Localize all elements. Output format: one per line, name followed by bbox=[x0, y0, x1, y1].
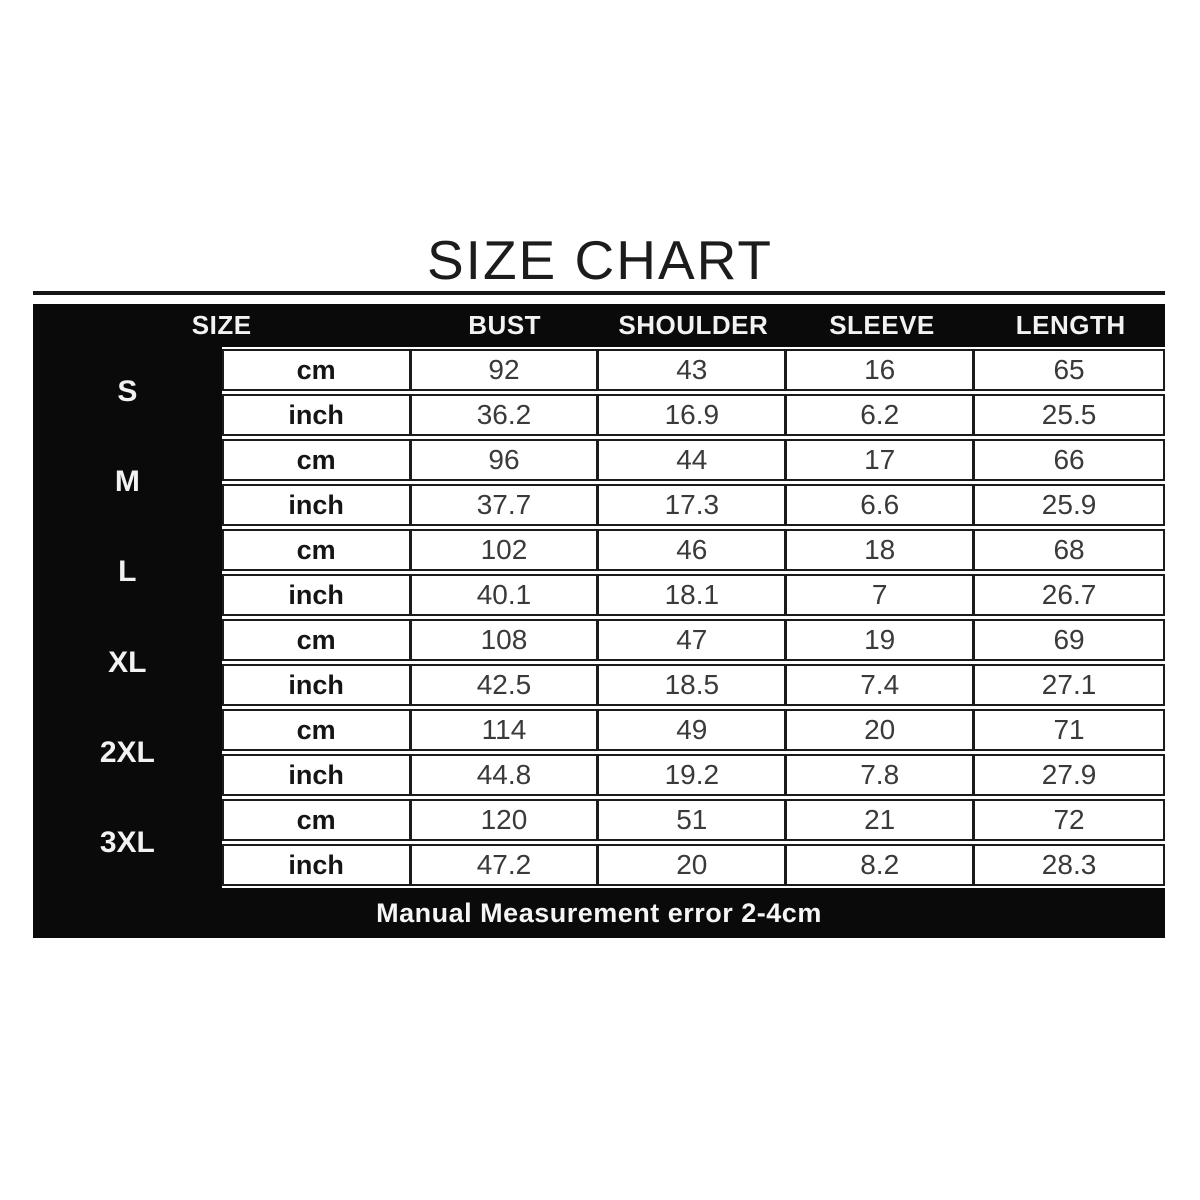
measurement-cell: 49 bbox=[599, 711, 788, 749]
unit-cell: cm bbox=[224, 711, 412, 749]
measurement-cell: 8.2 bbox=[787, 846, 976, 884]
unit-cell: inch bbox=[224, 486, 412, 524]
table-row: cm 102 46 18 68 bbox=[221, 529, 1165, 571]
unit-cell: inch bbox=[224, 396, 412, 434]
measurement-cell: 69 bbox=[1053, 624, 1085, 655]
unit-cell: cm bbox=[224, 351, 412, 389]
measurement-cell: 46 bbox=[599, 531, 788, 569]
table-row: inch 44.8 19.2 7.8 27.9 bbox=[221, 754, 1165, 796]
size-chart-table: SIZE BUST SHOULDER SLEEVE LENGTH S M L X… bbox=[33, 291, 1165, 938]
measurement-cell: 16.9 bbox=[599, 396, 788, 434]
size-label-column: S M L XL 2XL 3XL bbox=[33, 347, 222, 888]
measurement-cell: 108 bbox=[412, 621, 600, 659]
measurement-cell: 17 bbox=[787, 441, 976, 479]
measurement-cell: 6.6 bbox=[787, 486, 976, 524]
unit-cell: inch bbox=[224, 576, 412, 614]
measurement-cell: 27.1 bbox=[1041, 669, 1097, 700]
table-row: cm 108 47 19 69 bbox=[221, 619, 1165, 661]
measurement-cell: 7.4 bbox=[787, 666, 976, 704]
table-row: inch 36.2 16.9 6.2 25.5 bbox=[221, 394, 1165, 436]
unit-cell: cm bbox=[224, 531, 412, 569]
measurement-cell: 28.3 bbox=[1041, 849, 1097, 880]
header-cell-length: LENGTH bbox=[1015, 310, 1126, 340]
table-footnote: Manual Measurement error 2-4cm bbox=[33, 888, 1165, 938]
measurement-cell: 36.2 bbox=[412, 396, 600, 434]
measurement-cell: 96 bbox=[412, 441, 600, 479]
header-cell-bust: BUST bbox=[468, 310, 542, 340]
unit-cell: cm bbox=[224, 801, 412, 839]
table-row: inch 42.5 18.5 7.4 27.1 bbox=[221, 664, 1165, 706]
measurement-cell: 43 bbox=[599, 351, 788, 389]
table-row: cm 96 44 17 66 bbox=[221, 439, 1165, 481]
measurement-rows: cm 92 43 16 65 inch 36.2 16.9 6.2 25.5 c… bbox=[221, 349, 1165, 886]
measurement-cell: 18.5 bbox=[599, 666, 788, 704]
page-title: SIZE CHART bbox=[427, 229, 773, 291]
measurement-cell: 6.2 bbox=[787, 396, 976, 434]
table-body: S M L XL 2XL 3XL cm 92 43 16 65 inch 36.… bbox=[33, 347, 1165, 888]
unit-cell: inch bbox=[224, 666, 412, 704]
measurement-cell: 19.2 bbox=[599, 756, 788, 794]
measurement-cell: 25.9 bbox=[1041, 489, 1097, 520]
table-row: inch 40.1 18.1 7 26.7 bbox=[221, 574, 1165, 616]
table-row: cm 114 49 20 71 bbox=[221, 709, 1165, 751]
unit-cell: cm bbox=[224, 441, 412, 479]
unit-cell: inch bbox=[224, 846, 412, 884]
measurement-cell: 71 bbox=[1053, 714, 1085, 745]
measurement-cell: 114 bbox=[412, 711, 600, 749]
size-label-s: S bbox=[117, 375, 138, 409]
measurement-cell: 20 bbox=[599, 846, 788, 884]
measurement-cell: 19 bbox=[787, 621, 976, 659]
table-row: cm 92 43 16 65 bbox=[221, 349, 1165, 391]
measurement-cell: 102 bbox=[412, 531, 600, 569]
measurement-cell: 16 bbox=[787, 351, 976, 389]
measurement-cell: 40.1 bbox=[412, 576, 600, 614]
size-label-xl: XL bbox=[108, 645, 147, 679]
size-label-3xl: 3XL bbox=[99, 825, 155, 859]
measurement-cell: 120 bbox=[412, 801, 600, 839]
header-cell-size: SIZE bbox=[191, 310, 252, 340]
measurement-cell: 20 bbox=[787, 711, 976, 749]
measurement-cell: 47.2 bbox=[412, 846, 600, 884]
table-row: cm 120 51 21 72 bbox=[221, 799, 1165, 841]
measurement-cell: 92 bbox=[412, 351, 600, 389]
size-label-2xl: 2XL bbox=[99, 735, 155, 769]
measurement-cell: 44.8 bbox=[412, 756, 600, 794]
measurement-cell: 47 bbox=[599, 621, 788, 659]
header-cell-shoulder: SHOULDER bbox=[618, 310, 769, 340]
measurement-cell: 25.5 bbox=[1041, 399, 1097, 430]
size-label-l: L bbox=[118, 555, 137, 589]
measurement-cell: 17.3 bbox=[599, 486, 788, 524]
measurement-cell: 27.9 bbox=[1041, 759, 1097, 790]
measurement-cell: 18 bbox=[787, 531, 976, 569]
measurement-cell: 42.5 bbox=[412, 666, 600, 704]
unit-cell: inch bbox=[224, 756, 412, 794]
measurement-cell: 18.1 bbox=[599, 576, 788, 614]
header-cell-sleeve: SLEEVE bbox=[829, 310, 935, 340]
measurement-cell: 21 bbox=[787, 801, 976, 839]
measurement-cell: 37.7 bbox=[412, 486, 600, 524]
measurement-cell: 51 bbox=[599, 801, 788, 839]
measurement-cell: 7 bbox=[787, 576, 976, 614]
measurement-cell: 66 bbox=[1053, 444, 1085, 475]
measurement-cell: 72 bbox=[1053, 804, 1085, 835]
measurement-cell: 7.8 bbox=[787, 756, 976, 794]
unit-cell: cm bbox=[224, 621, 412, 659]
table-header-row: SIZE BUST SHOULDER SLEEVE LENGTH bbox=[33, 304, 1165, 347]
table-row: inch 37.7 17.3 6.6 25.9 bbox=[221, 484, 1165, 526]
measurement-cell: 44 bbox=[599, 441, 788, 479]
measurement-cell: 26.7 bbox=[1041, 579, 1097, 610]
table-row: inch 47.2 20 8.2 28.3 bbox=[221, 844, 1165, 886]
measurement-cell: 68 bbox=[1053, 534, 1085, 565]
size-label-m: M bbox=[114, 465, 140, 499]
measurement-cell: 65 bbox=[1053, 354, 1085, 385]
table-top-border bbox=[33, 291, 1165, 295]
